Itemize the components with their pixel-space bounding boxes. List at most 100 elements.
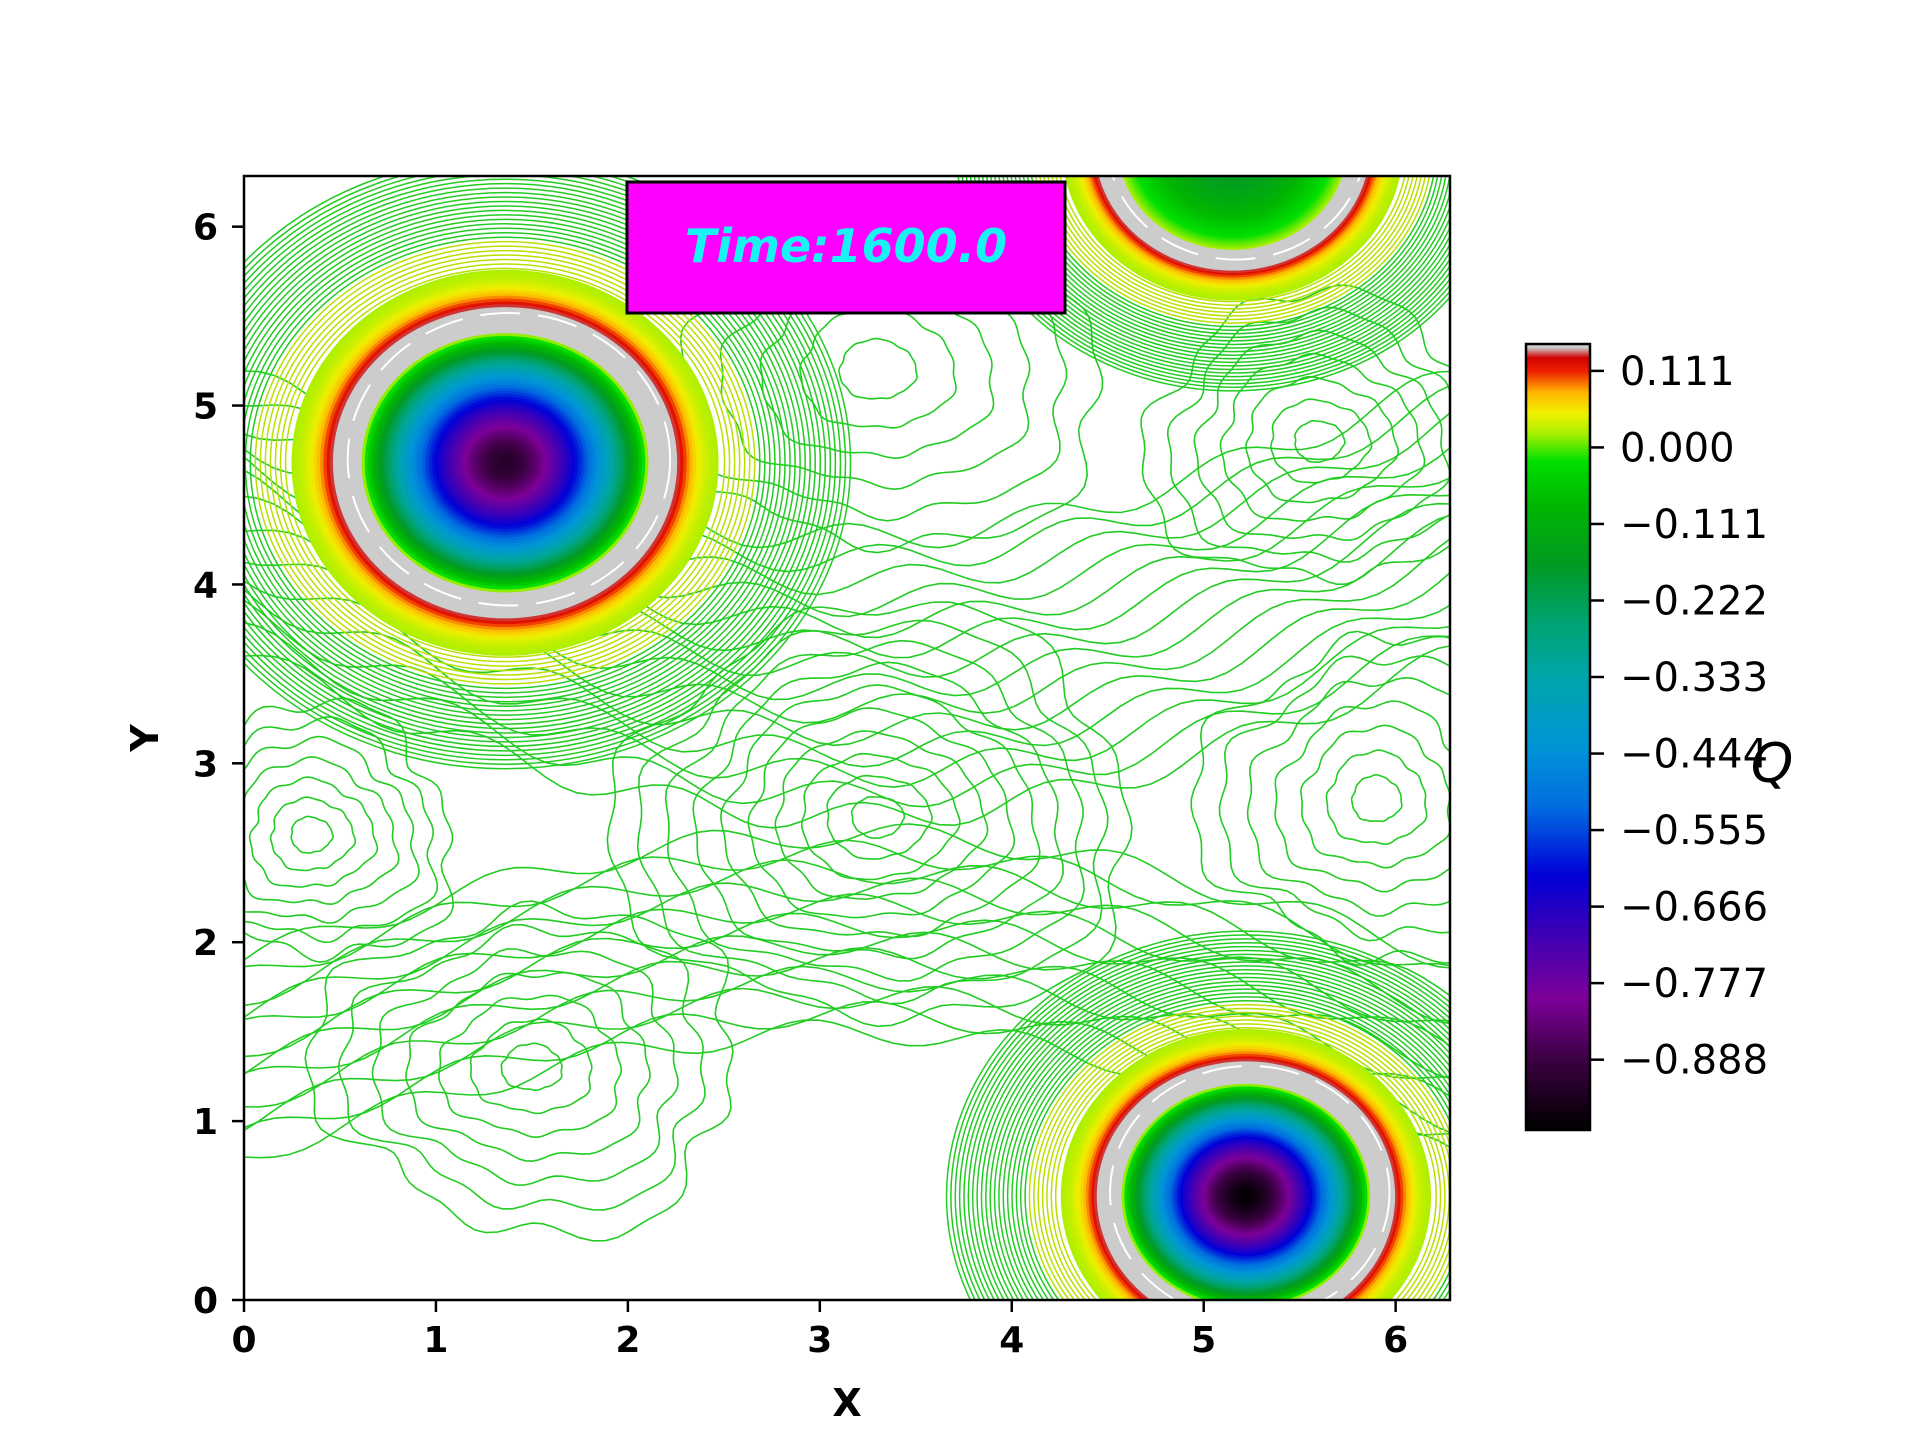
isoline [994, 176, 1450, 360]
colorbar-tick-label: 0.000 [1620, 425, 1735, 471]
isoline [244, 187, 816, 739]
isoline [244, 176, 832, 752]
isoline [244, 176, 852, 770]
isoline [244, 621, 1450, 808]
y-tick-label: 0 [193, 1281, 218, 1322]
isoline [244, 182, 821, 743]
isoline [1274, 700, 1450, 893]
isoline [244, 176, 847, 765]
isoline [1193, 329, 1450, 541]
vortex-band [1218, 176, 1247, 179]
isoline [998, 176, 1450, 356]
isoline [1325, 749, 1428, 845]
isoline [248, 776, 379, 888]
isoline [1051, 176, 1414, 310]
isoline [279, 263, 731, 663]
isoline [1006, 984, 1450, 1300]
vortex-band [1227, 142, 1237, 151]
isoline [636, 619, 1109, 1005]
isoline [1034, 176, 1431, 324]
isoline [244, 645, 1450, 829]
y-tick-label: 2 [193, 923, 218, 964]
isoline [244, 178, 826, 748]
isoline [244, 859, 1450, 1007]
isoline [244, 599, 1450, 789]
vortex-band [1230, 144, 1235, 149]
isoline [244, 191, 811, 734]
vortex-band [1222, 137, 1242, 155]
isoline [973, 176, 1450, 378]
isoline [1054, 1027, 1437, 1300]
isoline [747, 707, 1016, 919]
isoline [1033, 1007, 1450, 1300]
isoline [998, 976, 1450, 1300]
colorbar-tick-label: −0.666 [1620, 885, 1768, 931]
colorbar-tick-label: −0.888 [1620, 1038, 1768, 1084]
isoline [1350, 774, 1403, 823]
vortex [957, 121, 1450, 392]
isoline [972, 953, 1450, 1300]
x-axis-label: X [832, 1381, 861, 1425]
vortex-band [1217, 132, 1248, 160]
isoline [244, 735, 420, 924]
isoline [1018, 176, 1447, 339]
isoline [981, 176, 1450, 371]
isoline [469, 1018, 593, 1115]
isoline [965, 176, 1450, 385]
isoline [1015, 992, 1450, 1300]
time-annotation: Time:1600.0 [685, 219, 1007, 273]
isoline [1037, 1011, 1450, 1300]
vortex-band [1204, 121, 1260, 172]
isoline [989, 969, 1450, 1300]
vortex [244, 176, 852, 770]
isoline [1024, 1000, 1450, 1300]
isoline [1030, 176, 1435, 328]
isoline [1042, 176, 1423, 317]
vortex-band [1232, 146, 1233, 147]
vortex-band [1220, 135, 1246, 158]
vortex-band [1204, 176, 1261, 186]
isoline [371, 948, 679, 1186]
colorbar-tick-label: −0.111 [1620, 502, 1768, 548]
isoline [1055, 176, 1410, 306]
x-tick-label: 4 [999, 1320, 1024, 1361]
x-tick-label: 5 [1191, 1320, 1216, 1361]
isoline [799, 305, 957, 429]
isoline [1020, 996, 1450, 1300]
isoline [989, 176, 1450, 364]
colorbar-tick-label: −0.444 [1620, 732, 1768, 778]
isoline [993, 972, 1450, 1300]
colorbar-label: Q [1751, 732, 1794, 795]
vortex [945, 930, 1450, 1300]
isoline [244, 227, 771, 698]
isoline [405, 971, 651, 1163]
isoline [1190, 630, 1450, 967]
isoline [244, 946, 1450, 1080]
isoline [1219, 352, 1426, 522]
colorbar-tick-label: 0.111 [1620, 349, 1735, 395]
isoline [1140, 284, 1450, 586]
isoline [269, 796, 357, 872]
isoline [438, 994, 623, 1139]
isoline [1047, 176, 1418, 314]
x-tick-label: 0 [231, 1320, 256, 1361]
isoline [244, 755, 400, 905]
isoline [1166, 306, 1450, 563]
isoline [801, 752, 961, 881]
x-tick-label: 3 [807, 1320, 832, 1361]
isoline [977, 176, 1450, 374]
isoline [957, 176, 1450, 392]
isoline [664, 639, 1085, 982]
isoline [337, 923, 706, 1211]
vortex-band [1229, 176, 1236, 177]
y-tick-label: 4 [193, 565, 218, 606]
isoline [244, 588, 1450, 768]
y-tick-label: 6 [193, 208, 218, 249]
isoline [244, 697, 455, 963]
colorbar-ticks: 0.111 0.000 −0.111 −0.222 −0.333 −0.444 −0.555… [1590, 349, 1768, 1084]
isoline [963, 945, 1450, 1300]
isoline [961, 176, 1450, 388]
x-axis-ticks: 0 1 2 3 4 5 6 [231, 1300, 1408, 1361]
vortex-band [1210, 125, 1256, 166]
